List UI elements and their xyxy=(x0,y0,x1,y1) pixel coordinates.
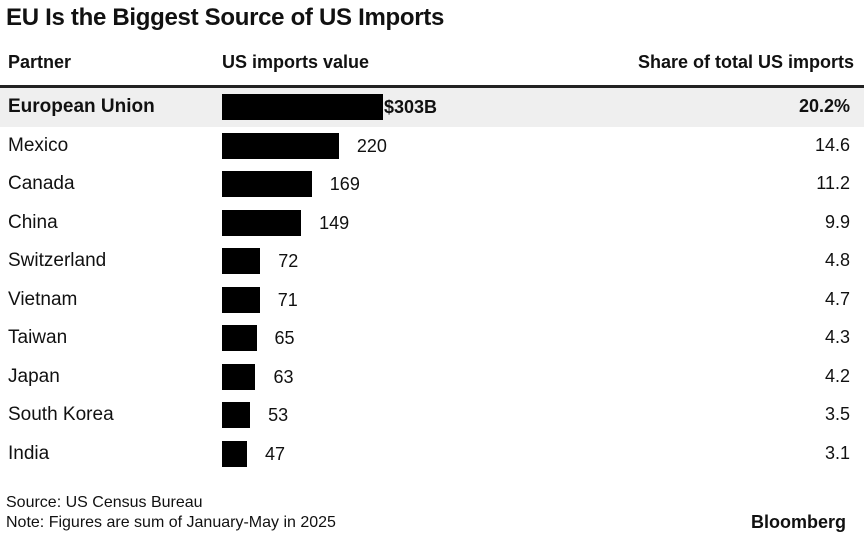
value-label: 47 xyxy=(264,443,285,464)
column-header-value: US imports value xyxy=(222,52,370,72)
value-label: 169 xyxy=(329,174,360,194)
bar-mark xyxy=(222,248,261,274)
value-label: 71 xyxy=(277,289,298,310)
column-header-partner: Partner xyxy=(8,52,72,72)
table-row: South Korea 53 3.5 xyxy=(0,396,864,435)
bar-mark xyxy=(222,132,339,159)
share-value: 9.9 xyxy=(824,211,850,232)
partner-name: Japan xyxy=(8,365,60,387)
partner-name: India xyxy=(8,442,50,464)
share-value: 20.2% xyxy=(798,96,850,116)
share-value: 3.5 xyxy=(824,404,850,424)
source-note: Source: US Census Bureau xyxy=(6,494,203,511)
partner-name: Switzerland xyxy=(8,250,107,271)
footnote: Note: Figures are sum of January-May in … xyxy=(6,514,336,531)
share-value: 4.3 xyxy=(824,327,850,347)
share-value: 3.1 xyxy=(824,442,850,463)
partner-name: European Union xyxy=(8,96,155,117)
table-row: Mexico 220 14.6 xyxy=(0,127,864,166)
bar-mark xyxy=(222,402,251,428)
bar-mark xyxy=(222,171,312,197)
chart-title: EU Is the Biggest Source of US Imports xyxy=(6,4,445,31)
share-value: 14.6 xyxy=(814,134,850,155)
partner-name: China xyxy=(8,211,58,233)
value-label: $303B xyxy=(384,97,438,117)
table-row: Vietnam 71 4.7 xyxy=(0,281,864,320)
bloomberg-logo: Bloomberg xyxy=(750,512,846,532)
bar-mark xyxy=(222,209,302,236)
bar-mark xyxy=(222,286,260,313)
bar-mark xyxy=(222,325,257,351)
bar-mark xyxy=(222,440,247,467)
column-header-share: Share of total US imports xyxy=(637,52,854,72)
table-row: Japan 63 4.2 xyxy=(0,358,864,397)
share-value: 11.2 xyxy=(816,173,850,193)
value-label: 65 xyxy=(274,328,295,348)
partner-name: Canada xyxy=(8,173,75,194)
partner-name: Vietnam xyxy=(8,288,78,310)
share-value: 4.2 xyxy=(824,365,850,386)
value-label: 72 xyxy=(278,251,299,271)
share-value: 4.8 xyxy=(824,250,850,270)
table-row: Switzerland 72 4.8 xyxy=(0,242,864,281)
bar-mark xyxy=(222,94,383,120)
table-row: China 149 9.9 xyxy=(0,204,864,243)
table-body: European Union $303B 20.2% Mexico 220 14.6 Can… xyxy=(0,88,864,473)
share-value: 4.7 xyxy=(824,288,850,309)
partner-name: Mexico xyxy=(8,134,69,156)
table-row: Taiwan 65 4.3 xyxy=(0,319,864,358)
partner-name: Taiwan xyxy=(8,327,68,348)
value-label: 53 xyxy=(268,405,289,425)
table-row: India 47 3.1 xyxy=(0,435,864,474)
table-row: Canada 169 11.2 xyxy=(0,165,864,204)
partner-name: South Korea xyxy=(8,404,114,425)
value-label: 220 xyxy=(356,135,387,156)
value-label: 149 xyxy=(319,212,350,233)
value-label: 63 xyxy=(273,366,294,387)
table-row: European Union $303B 20.2% xyxy=(0,88,864,127)
bar-mark xyxy=(222,363,256,390)
header-rule xyxy=(0,85,864,88)
